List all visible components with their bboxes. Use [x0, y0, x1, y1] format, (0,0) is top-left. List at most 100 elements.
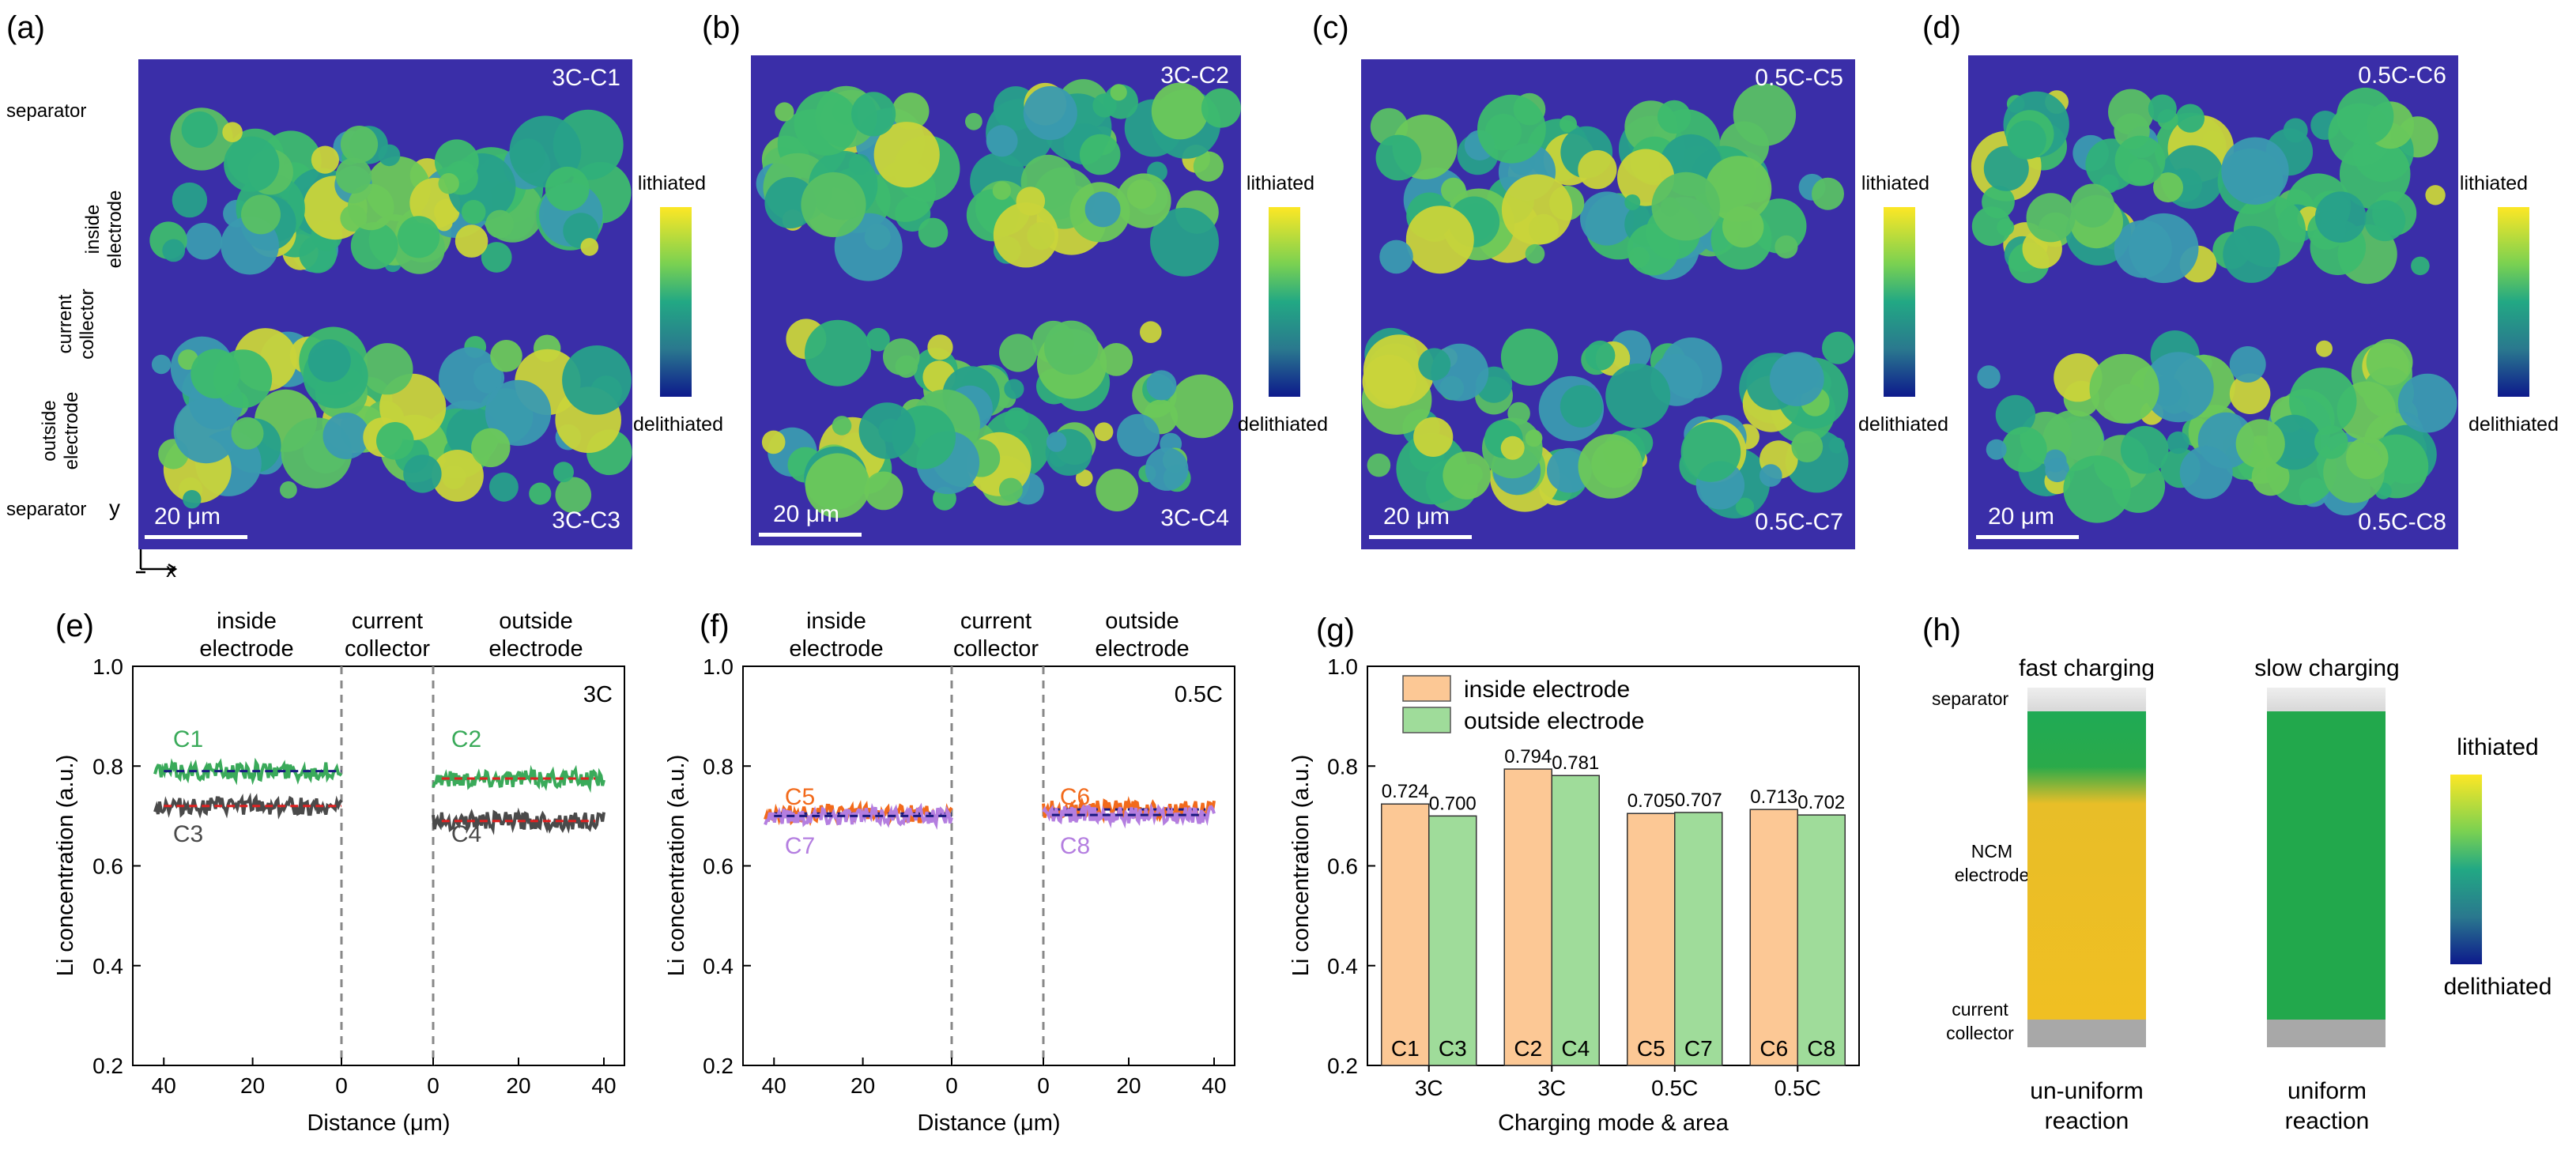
particle: [350, 222, 398, 270]
particle: [231, 417, 264, 450]
particle: [858, 402, 916, 459]
particle: [1733, 83, 1797, 146]
particle: [1441, 177, 1466, 203]
particle: [1578, 150, 1617, 190]
x-tick-label: 40: [591, 1073, 616, 1098]
particle: [1977, 365, 2001, 389]
current-label-2: collector: [77, 288, 98, 359]
bar-label: C6: [1759, 1036, 1788, 1061]
particle: [866, 327, 890, 352]
particle: [2175, 104, 2205, 133]
series-line-c4: [432, 807, 605, 835]
particle: [2229, 373, 2271, 414]
fast-separator: [2027, 688, 2146, 711]
top-tag: 0.5C-C5: [1755, 65, 1843, 91]
colorbar-top-label: lithiated: [2457, 734, 2538, 760]
header-outside-2: electrode: [1095, 636, 1189, 662]
particle: [2223, 225, 2280, 283]
series-line-c8: [1042, 802, 1216, 829]
x-tick-label: 20: [1116, 1073, 1141, 1098]
particle: [1145, 447, 1189, 491]
particle: [488, 472, 519, 502]
colorbar-top-label: lithiated: [2460, 172, 2528, 194]
y-axis-label: Li concentration (a.u.): [53, 755, 78, 976]
header-inside-1: inside: [806, 609, 866, 634]
slow-caption-2: reaction: [2285, 1108, 2370, 1134]
outside-electrode-particles: [151, 326, 632, 514]
panel-b: (b) 3C-C2 3C-C4 20 μm lithiated delithia…: [702, 10, 1328, 545]
collector-label-1: current: [1952, 999, 2008, 1020]
particle: [1046, 432, 1067, 452]
panel-label: (d): [1922, 10, 1961, 45]
particle: [2425, 185, 2446, 205]
colorbar-bottom-label: delithiated: [2469, 413, 2559, 435]
outside-electrode-particles: [1362, 327, 1855, 518]
particle: [1661, 337, 1722, 399]
x-tick-label: 20: [850, 1073, 875, 1098]
panel-g: (g) 0.2 0.4 0.6 0.8 1.0 0.724 C1 0.700 C3 3C 0.79…: [1288, 613, 1860, 1136]
y-axis-label: Li concentration (a.u.): [1288, 755, 1314, 976]
particle: [1379, 239, 1413, 274]
colorbar-top-label: lithiated: [1861, 172, 1929, 194]
fast-collector: [2027, 1020, 2146, 1047]
colorbar: [2450, 775, 2482, 964]
particle: [397, 216, 440, 258]
particle: [2397, 373, 2457, 433]
colorbar: [2498, 207, 2529, 397]
category-label: 0.5C: [1651, 1076, 1698, 1100]
particle: [376, 422, 414, 460]
particle: [1375, 134, 1422, 181]
particle: [2143, 352, 2214, 423]
particle: [1580, 191, 1635, 246]
scalebar: [145, 535, 247, 539]
particle: [1193, 151, 1224, 182]
particle: [1983, 145, 2029, 191]
particle: [471, 428, 511, 468]
particle: [775, 102, 794, 122]
x-tick-label: 40: [152, 1073, 176, 1098]
particle: [481, 242, 512, 273]
legend-swatch-outside: [1402, 707, 1451, 733]
header-current-2: collector: [345, 636, 430, 662]
scalebar-label: 20 μm: [154, 503, 221, 530]
category-label: 3C: [1415, 1076, 1443, 1100]
separator-bottom-label: separator: [6, 499, 86, 520]
particle: [1657, 100, 1692, 134]
particle: [1982, 185, 2015, 219]
series: [764, 796, 1216, 831]
particle: [1117, 413, 1160, 457]
bar-c2: [1503, 768, 1552, 1066]
particle: [307, 339, 351, 383]
series-line-c3: [153, 792, 343, 820]
y-ticks: 0.2 0.4 0.6 0.8 1.0: [703, 654, 751, 1078]
particle: [1151, 82, 1209, 140]
series: [153, 757, 605, 835]
colorbar: [1884, 207, 1915, 397]
y-tick-label: 1.0: [1327, 654, 1358, 679]
particle: [1605, 363, 1671, 428]
particle: [1769, 352, 1824, 406]
series-line-c1: [153, 757, 343, 786]
colorbar-top-label: lithiated: [638, 172, 706, 194]
particle: [1023, 86, 1077, 141]
particle: [1791, 431, 1824, 462]
particle: [2366, 338, 2413, 386]
particle: [403, 454, 442, 493]
inside-electrode-particles: [1370, 83, 1844, 281]
particle: [2364, 200, 2406, 242]
particle: [1116, 173, 1171, 228]
bar-c6: [1749, 809, 1798, 1066]
category-label: 0.5C: [1775, 1076, 1821, 1100]
x-tick-label: 20: [506, 1073, 530, 1098]
particle: [2153, 172, 2183, 203]
header-current-2: collector: [953, 636, 1039, 662]
series-label-c6: C6: [1060, 784, 1090, 810]
particle: [2129, 213, 2199, 284]
bottom-tag: 0.5C-C8: [2358, 509, 2446, 535]
particle: [347, 183, 394, 231]
fast-caption-2: reaction: [2045, 1108, 2129, 1134]
particle: [280, 481, 297, 499]
particle: [183, 490, 202, 509]
particle: [1146, 370, 1177, 401]
particle: [2221, 137, 2289, 205]
